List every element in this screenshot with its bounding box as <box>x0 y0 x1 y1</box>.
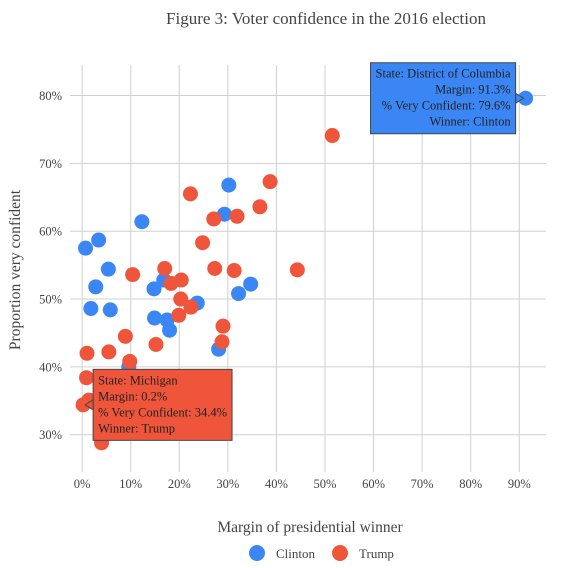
data-point-clinton[interactable] <box>88 279 104 295</box>
x-tick-label: 10% <box>119 477 142 491</box>
legend-item-trump[interactable]: Trump <box>332 545 394 561</box>
hover-label-box <box>92 368 233 441</box>
x-tick-label: 80% <box>459 477 482 491</box>
data-point-trump[interactable] <box>289 262 305 278</box>
data-point-trump[interactable] <box>101 344 117 360</box>
hover-label-line: State: District of Columbia <box>376 67 512 81</box>
data-point-trump[interactable] <box>214 334 230 350</box>
legend: Clinton Trump <box>249 545 394 561</box>
data-point-trump[interactable] <box>122 353 138 369</box>
hover-label-line: Margin: 0.2% <box>98 389 167 403</box>
data-point-trump[interactable] <box>173 291 189 307</box>
hover-label-box <box>370 62 517 135</box>
legend-marker-clinton <box>249 545 265 561</box>
legend-label-clinton: Clinton <box>276 546 316 561</box>
data-point-clinton[interactable] <box>231 286 247 302</box>
data-point-trump[interactable] <box>207 261 223 276</box>
x-tick-label: 50% <box>314 477 337 491</box>
x-axis-ticks: 0% 10% 20% 30% 40% 50% 60% 70% 80% 90% <box>74 477 531 491</box>
hover-label-clinton: State: District of Columbia Margin: 91.3%… <box>370 62 525 135</box>
data-point-clinton[interactable] <box>100 261 116 277</box>
hover-label-trump: State: Michigan Margin: 0.2% % Very Confid… <box>84 368 233 441</box>
hover-label-line: State: Michigan <box>98 373 178 387</box>
data-point-trump[interactable] <box>195 235 211 251</box>
x-tick-label: 90% <box>508 477 531 491</box>
y-tick-label: 30% <box>39 428 62 442</box>
legend-marker-trump <box>332 545 348 561</box>
data-point-trump[interactable] <box>215 318 231 334</box>
hover-labels: State: District of Columbia Margin: 91.3%… <box>84 62 525 441</box>
data-point-trump[interactable] <box>229 208 245 224</box>
x-tick-label: 0% <box>74 477 91 491</box>
data-point-trump[interactable] <box>148 336 164 352</box>
data-point-clinton[interactable] <box>83 301 99 317</box>
hover-label-pointer <box>84 398 94 411</box>
legend-label-trump: Trump <box>359 546 394 561</box>
data-point-clinton[interactable] <box>221 177 237 193</box>
data-point-trump[interactable] <box>262 174 278 190</box>
legend-item-clinton[interactable]: Clinton <box>249 545 316 561</box>
data-point-trump[interactable] <box>252 199 268 215</box>
hover-label-line: % Very Confident: 79.6% <box>382 99 511 113</box>
chart-title: Figure 3: Voter confidence in the 2016 e… <box>166 9 486 28</box>
x-tick-label: 70% <box>411 477 434 491</box>
data-point-clinton[interactable] <box>146 281 162 297</box>
data-point-trump[interactable] <box>171 307 187 323</box>
data-point-clinton[interactable] <box>91 232 107 248</box>
y-tick-label: 60% <box>39 225 62 239</box>
data-point-trump[interactable] <box>117 328 133 344</box>
data-point-trump[interactable] <box>163 275 179 291</box>
data-point-clinton[interactable] <box>78 240 94 256</box>
data-point-trump[interactable] <box>125 267 141 283</box>
y-tick-label: 50% <box>39 293 62 307</box>
x-tick-label: 40% <box>265 477 288 491</box>
x-tick-label: 60% <box>362 477 385 491</box>
data-point-clinton[interactable] <box>134 214 150 230</box>
hover-label-line: Margin: 91.3% <box>435 83 510 97</box>
hover-label-line: Winner: Trump <box>98 421 175 435</box>
x-tick-label: 20% <box>168 477 191 491</box>
data-point-trump[interactable] <box>324 128 340 144</box>
x-axis-title: Margin of presidential winner <box>217 519 403 536</box>
data-point-clinton[interactable] <box>162 322 178 338</box>
y-tick-label: 80% <box>39 89 62 103</box>
data-point-trump[interactable] <box>183 299 199 315</box>
y-tick-label: 70% <box>39 157 62 171</box>
hover-label-line: % Very Confident: 34.4% <box>98 405 227 419</box>
y-axis-ticks: 30% 40% 50% 60% 70% 80% <box>39 89 62 442</box>
data-point-trump[interactable] <box>79 370 95 386</box>
data-point-clinton[interactable] <box>243 276 259 292</box>
data-point-clinton[interactable] <box>518 90 534 106</box>
data-point-trump[interactable] <box>226 263 242 279</box>
hover-label-line: Winner: Clinton <box>430 115 512 129</box>
data-point-trump[interactable] <box>79 345 95 361</box>
data-point-clinton[interactable] <box>147 310 163 326</box>
data-point-trump[interactable] <box>206 211 222 227</box>
data-point-trump[interactable] <box>75 397 91 413</box>
x-tick-label: 30% <box>216 477 239 491</box>
data-point-clinton[interactable] <box>102 302 118 318</box>
data-point-trump[interactable] <box>157 261 173 276</box>
y-tick-label: 40% <box>39 360 62 374</box>
y-axis-title: Proportion very confident <box>7 189 24 350</box>
data-point-trump[interactable] <box>182 186 198 202</box>
hover-label-pointer <box>515 92 525 105</box>
